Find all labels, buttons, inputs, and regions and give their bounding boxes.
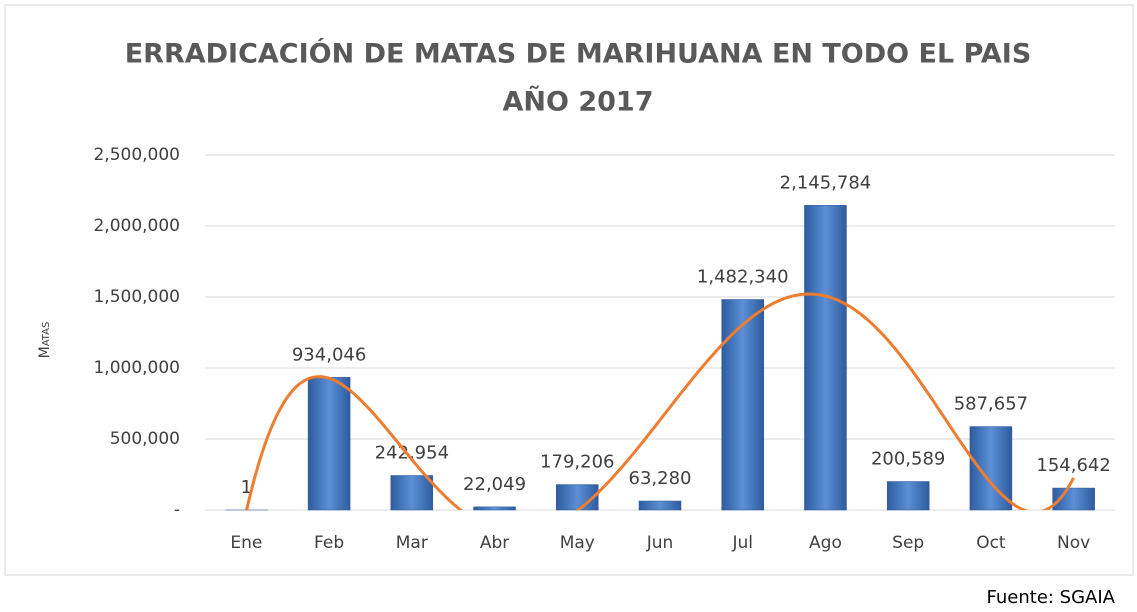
data-label: 63,280: [629, 468, 692, 489]
data-label: 242,954: [375, 443, 449, 464]
x-tick-label: Nov: [1057, 533, 1090, 553]
y-tick-label: 2,500,000: [93, 145, 180, 165]
y-tick-label: 500,000: [110, 429, 180, 449]
chart-subtitle: AÑO 2017: [503, 86, 654, 118]
data-label: 1,482,340: [697, 267, 789, 288]
x-tick-label: Jul: [731, 533, 753, 553]
x-tick-label: Oct: [976, 533, 1006, 553]
chart-title: ERRADICACIÓN DE MATAS DE MARIHUANA EN TO…: [125, 38, 1032, 70]
x-tick-label: Mar: [396, 533, 428, 553]
data-label: 200,589: [871, 449, 945, 470]
x-tick-label: Sep: [892, 533, 924, 553]
data-label: 2,145,784: [780, 172, 872, 193]
y-tick-label: 1,000,000: [93, 358, 180, 378]
data-label: 587,657: [954, 394, 1028, 415]
bar: [804, 205, 847, 511]
source: Fuente: SGAIA: [987, 587, 1116, 608]
x-tick-label: Jun: [646, 533, 674, 553]
x-tick-label: May: [560, 533, 595, 553]
bar: [721, 299, 764, 511]
data-label: 179,206: [540, 452, 614, 473]
y-axis-label: Matas: [37, 322, 53, 359]
bar: [307, 377, 351, 511]
x-tick-label: Abr: [480, 533, 509, 553]
y-tick-label: 1,500,000: [93, 287, 180, 307]
x-tick-label: Ago: [809, 533, 842, 553]
bar: [473, 506, 516, 511]
data-label: 22,049: [463, 474, 526, 495]
data-label: 154,642: [1036, 455, 1110, 476]
trendline: [245, 292, 1075, 510]
bar: [886, 481, 930, 511]
x-tick-label: Feb: [314, 533, 344, 553]
y-tick-label: 2,000,000: [93, 216, 180, 236]
bar: [638, 500, 682, 511]
bar: [390, 475, 434, 511]
chart-frame: [4, 4, 1134, 576]
data-label: 1: [241, 477, 252, 498]
y-tick-label: -: [174, 500, 180, 520]
x-tick-label: Ene: [230, 533, 262, 553]
data-label: 934,046: [292, 344, 366, 365]
